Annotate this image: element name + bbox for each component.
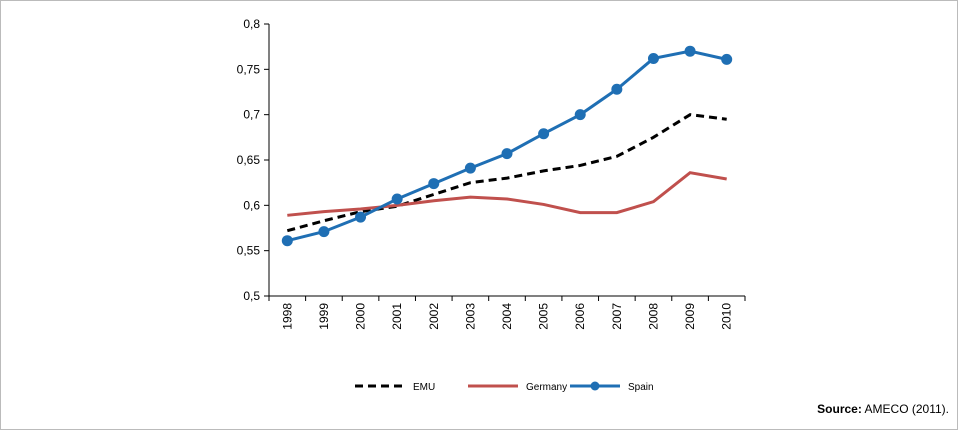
legend-label: EMU <box>413 382 435 393</box>
x-tick-label: 2000 <box>354 303 368 330</box>
x-tick-label: 2002 <box>427 303 441 330</box>
y-tick-label: 0,65 <box>237 153 261 167</box>
source-text: AMECO (2011). <box>865 402 949 416</box>
x-tick-label: 2005 <box>537 303 551 330</box>
point <box>391 193 403 205</box>
point <box>464 162 476 174</box>
legend-marker <box>590 381 600 391</box>
source-label: Source: <box>817 402 862 416</box>
point <box>684 45 696 57</box>
x-tick-label: 2010 <box>720 303 734 330</box>
x-tick-label: 1999 <box>317 303 331 330</box>
x-tick-label: 2003 <box>463 303 477 330</box>
series-line <box>287 171 727 217</box>
x-tick-label: 2009 <box>683 303 697 330</box>
y-tick-label: 0,55 <box>237 244 261 258</box>
point <box>318 226 330 238</box>
point <box>647 52 659 64</box>
point <box>574 109 586 121</box>
source: Source: AMECO (2011). <box>817 402 949 416</box>
point <box>721 53 733 65</box>
series-line <box>286 113 727 233</box>
legend-label: Germany <box>526 382 567 393</box>
y-tick-label: 0,75 <box>237 62 261 76</box>
x-tick-label: 2007 <box>610 303 624 330</box>
x-tick-label: 2001 <box>390 303 404 330</box>
y-tick-label: 0,5 <box>243 289 260 303</box>
y-tick-label: 0,6 <box>243 198 260 212</box>
legend-label: Spain <box>628 382 654 393</box>
x-tick-label: 2006 <box>573 303 587 330</box>
point <box>611 83 623 95</box>
point <box>538 128 550 140</box>
y-tick-label: 0,7 <box>243 108 260 122</box>
point <box>501 148 513 160</box>
point <box>428 178 440 190</box>
y-tick-label: 0,8 <box>243 17 260 31</box>
x-tick-label: 2008 <box>646 303 660 330</box>
point <box>355 211 367 223</box>
point <box>281 235 293 247</box>
x-tick-label: 1998 <box>280 303 294 330</box>
x-tick-label: 2004 <box>500 303 514 330</box>
